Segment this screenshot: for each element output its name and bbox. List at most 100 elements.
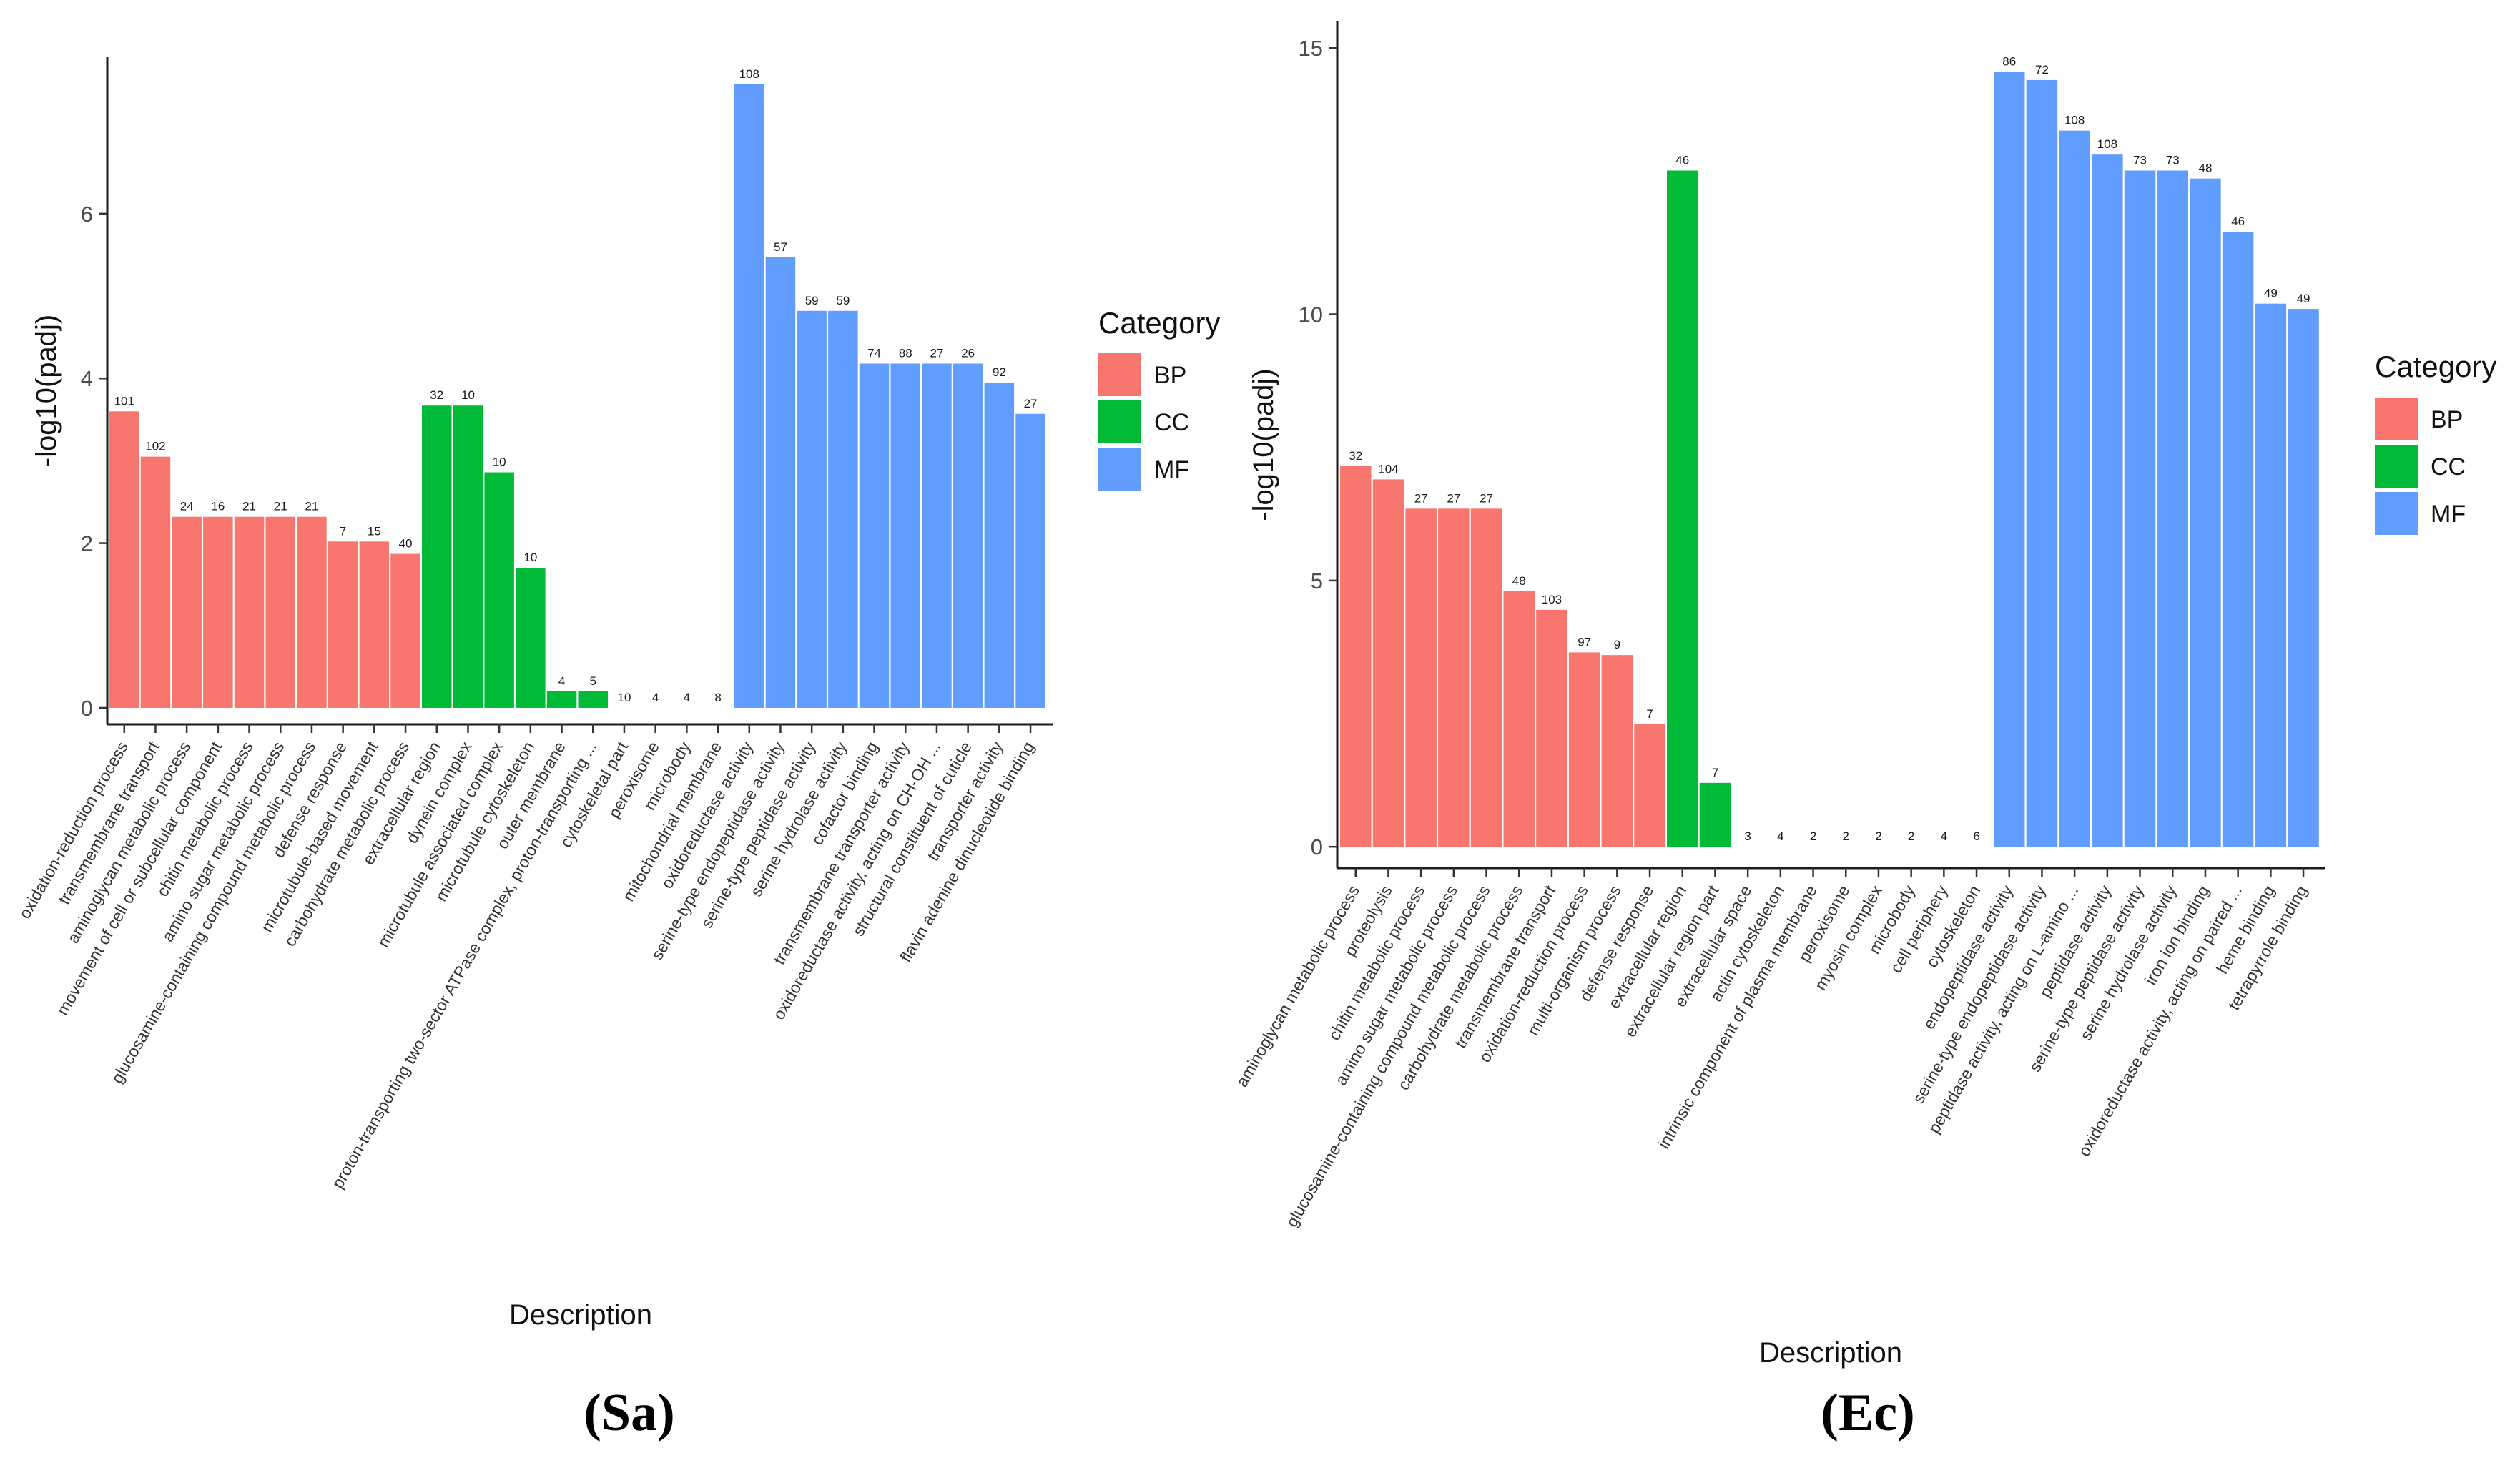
data-label: 10 — [523, 551, 537, 564]
bar — [328, 541, 358, 708]
bar — [2157, 170, 2188, 847]
bar — [953, 363, 983, 708]
data-label: 10 — [493, 455, 506, 469]
bar — [734, 84, 764, 708]
data-label: 8 — [714, 691, 721, 704]
data-label: 15 — [368, 524, 381, 538]
bar — [1438, 508, 1470, 847]
bar — [1536, 609, 1567, 847]
bar — [234, 516, 265, 708]
data-label: 7 — [1646, 707, 1653, 721]
legend-swatch — [1098, 448, 1141, 491]
bar — [109, 411, 139, 708]
data-label: 88 — [899, 346, 912, 360]
bar — [2092, 154, 2123, 847]
data-label: 21 — [242, 500, 256, 513]
data-label: 59 — [836, 294, 850, 307]
data-label: 32 — [430, 388, 443, 402]
data-label: 86 — [2002, 55, 2016, 69]
bar — [2190, 178, 2221, 847]
legend: Category BP CC MF — [2375, 350, 2496, 535]
x-axis-title: Description — [509, 1299, 652, 1331]
data-label: 104 — [1378, 462, 1398, 476]
data-label: 4 — [1941, 829, 1947, 843]
data-label: 57 — [774, 240, 787, 254]
legend: Category BP CC MF — [1098, 306, 1220, 491]
data-label: 5 — [590, 674, 596, 688]
bar — [828, 310, 858, 708]
data-label: 40 — [399, 537, 413, 551]
bar — [1601, 655, 1633, 847]
legend-entry: BP — [1154, 362, 1186, 389]
bar — [140, 456, 171, 708]
y-tick-label: 15 — [1299, 36, 1323, 61]
data-label: 46 — [2231, 215, 2245, 228]
y-axis-title: -log10(padj) — [1248, 368, 1279, 521]
bar — [1667, 170, 1698, 847]
bar — [1699, 782, 1731, 847]
data-label: 10 — [617, 691, 631, 704]
bar — [172, 516, 202, 708]
data-label: 6 — [1973, 829, 1979, 843]
data-label: 74 — [867, 346, 881, 360]
legend-swatch — [1098, 353, 1141, 396]
bar — [859, 363, 890, 708]
bar — [516, 568, 546, 708]
bar — [1015, 413, 1045, 708]
bar — [203, 516, 233, 708]
bar — [546, 691, 577, 708]
bar — [765, 257, 796, 708]
legend-swatch — [2375, 398, 2418, 440]
bar — [2288, 309, 2319, 847]
y-tick-label: 0 — [1311, 834, 1323, 859]
data-label: 2 — [1908, 829, 1914, 843]
bar — [2026, 79, 2058, 847]
data-label: 27 — [930, 346, 943, 360]
bar — [922, 363, 952, 708]
legend-swatch — [1098, 400, 1141, 443]
legend-entry: CC — [2431, 453, 2466, 481]
data-label: 108 — [2097, 137, 2117, 151]
bar — [1470, 508, 1502, 847]
data-label: 92 — [993, 365, 1006, 379]
bar — [265, 516, 295, 708]
data-label: 102 — [145, 440, 165, 453]
y-tick-label: 2 — [81, 531, 93, 556]
panel-label: (Ec) — [1821, 1384, 1915, 1442]
data-label: 49 — [2297, 292, 2310, 305]
bar — [359, 541, 390, 708]
bar — [1340, 466, 1372, 847]
data-label: 46 — [1675, 154, 1689, 167]
data-label: 108 — [739, 67, 759, 81]
bar — [578, 691, 608, 708]
bar — [390, 553, 420, 708]
data-label: 73 — [2166, 154, 2180, 167]
data-label: 10 — [461, 388, 475, 402]
bar — [1634, 724, 1665, 847]
data-label: 2 — [1875, 829, 1881, 843]
bar — [2059, 130, 2090, 847]
panel-label: (Sa) — [584, 1384, 674, 1442]
y-tick-label: 5 — [1311, 568, 1323, 593]
data-label: 32 — [1349, 449, 1362, 463]
x-tick-label: intrinsic component of plasma membrane — [1654, 882, 1821, 1152]
data-label: 3 — [1744, 829, 1751, 843]
data-label: 27 — [1447, 491, 1460, 505]
bar — [797, 310, 827, 708]
data-label: 2 — [1843, 829, 1849, 843]
data-label: 97 — [1578, 635, 1591, 649]
y-tick-label: 6 — [81, 202, 93, 227]
bar — [1405, 508, 1437, 847]
bar — [1503, 591, 1535, 847]
data-label: 21 — [305, 500, 318, 513]
bar — [1372, 479, 1404, 847]
data-label: 101 — [114, 394, 134, 408]
bar — [2222, 232, 2254, 847]
bar — [297, 516, 327, 708]
bar — [453, 405, 483, 708]
data-label: 49 — [2264, 287, 2278, 300]
y-tick-label: 0 — [81, 696, 93, 721]
